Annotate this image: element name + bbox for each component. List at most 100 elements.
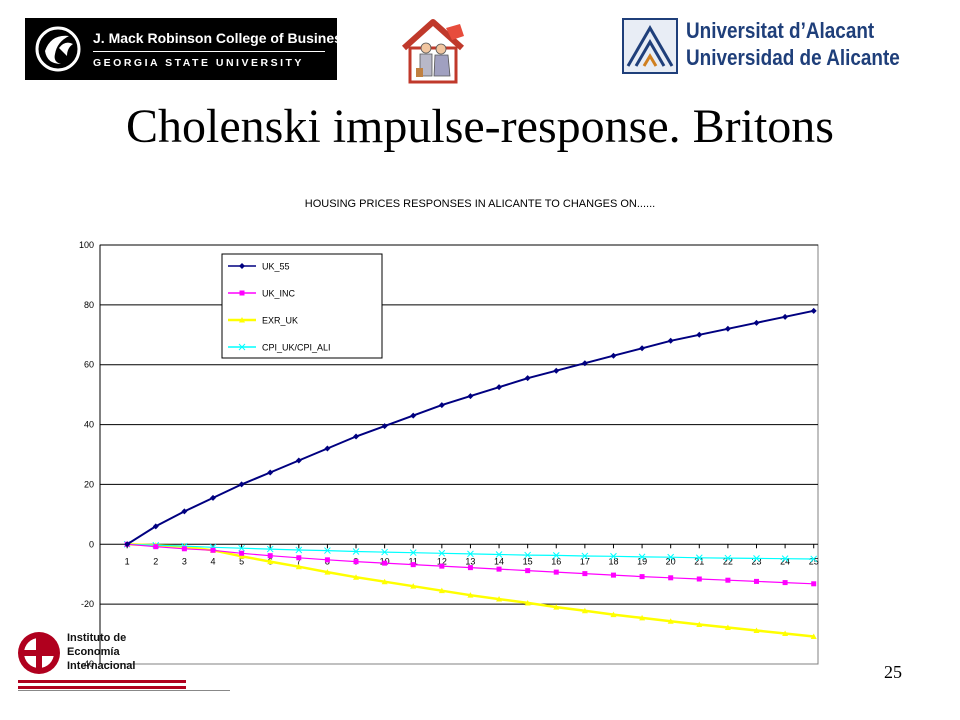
data-point [667,553,675,561]
plot-area [99,244,819,665]
x-tick-label: 24 [780,556,790,566]
data-point [296,555,302,561]
y-tick-label: 20 [84,479,94,489]
x-tick-label: 11 [409,556,418,566]
data-point [496,596,503,602]
data-point [610,611,617,618]
iei-logo: Instituto de Economía Internacional [10,628,230,698]
data-point [239,550,245,556]
y-tick-label: -20 [81,599,94,609]
data-point [181,508,188,515]
data-point [267,553,273,559]
data-point [238,553,245,559]
data-point [581,552,589,560]
data-point [409,549,417,557]
data-point [552,552,560,559]
data-point [495,551,503,558]
data-point [610,552,617,560]
x-tick-label: 7 [296,556,301,566]
x-tick-label: 15 [523,556,533,566]
house-couple-icon [401,19,465,84]
data-point [266,545,274,553]
x-tick-label: 16 [551,556,561,566]
data-point [324,557,330,563]
data-point [696,331,703,338]
data-point [610,352,617,359]
data-point [668,575,674,581]
legend [221,253,383,359]
data-point [581,360,588,367]
data-point [781,555,789,563]
ua-emblem-icon [622,18,678,74]
ua-logo-line1: Universitat d’Alacant [686,18,875,43]
data-point [553,367,560,374]
data-point [410,412,417,419]
data-point [295,457,302,464]
ua-logo: Universitat d’Alacant Universidad de Ali… [622,18,922,80]
x-tick-label: 5 [239,556,244,566]
x-tick-label: 25 [809,556,819,566]
line-chart: -40-200204060801001234567891011121314151… [79,240,819,669]
data-point [810,555,818,563]
data-point [639,345,646,352]
data-point [667,337,674,344]
data-point [639,614,646,621]
data-point [811,581,817,587]
data-point [667,618,674,624]
data-point [181,546,187,552]
data-point [810,307,817,314]
data-point [467,565,473,571]
iei-logo-line2: Economía [67,646,120,658]
x-tick-label: 17 [580,556,590,566]
data-point [267,558,274,565]
y-tick-label: 100 [79,240,94,250]
y-tick-label: 0 [89,539,94,549]
data-point [782,580,788,586]
slide-title: Cholenski impulse-response. Britons [126,100,834,153]
gsu-logo: J. Mack Robinson College of Business GEO… [25,18,350,80]
data-point [782,313,789,320]
x-tick-label: 19 [637,556,647,566]
legend-marker [238,343,246,351]
data-point [639,574,645,580]
data-point [724,624,731,630]
data-point [381,548,388,556]
iei-emblem-icon [18,632,60,674]
gsu-emblem-icon [35,26,81,72]
data-point [295,546,303,554]
x-tick-label: 18 [608,556,618,566]
data-point [610,572,616,578]
data-point [152,523,159,530]
x-tick-label: 13 [465,556,475,566]
data-point [753,578,759,584]
data-point [725,577,731,583]
iei-logo-bar [18,686,186,689]
data-point [696,621,703,627]
page-number: 25 [884,662,902,682]
x-tick-label: 3 [182,556,187,566]
data-point [438,402,445,409]
data-point [582,571,588,577]
data-point [381,423,388,430]
data-point [753,554,760,562]
data-point [581,607,588,614]
x-tick-label: 22 [723,556,733,566]
data-point [324,569,331,575]
data-point [295,563,302,570]
x-tick-label: 21 [694,556,704,566]
data-point [267,469,274,476]
iei-logo-bar [18,680,186,683]
data-point [524,375,531,382]
data-point [353,574,360,580]
x-tick-label: 20 [666,556,676,566]
data-point [438,549,446,557]
data-point [753,319,760,326]
y-tick-label: 60 [84,360,94,370]
x-tick-label: 4 [210,556,215,566]
data-point [724,325,731,332]
legend-label: UK_55 [262,262,290,272]
data-point [524,599,531,606]
data-point [353,559,359,565]
data-point [438,587,445,594]
y-tick-label: 40 [84,420,94,430]
